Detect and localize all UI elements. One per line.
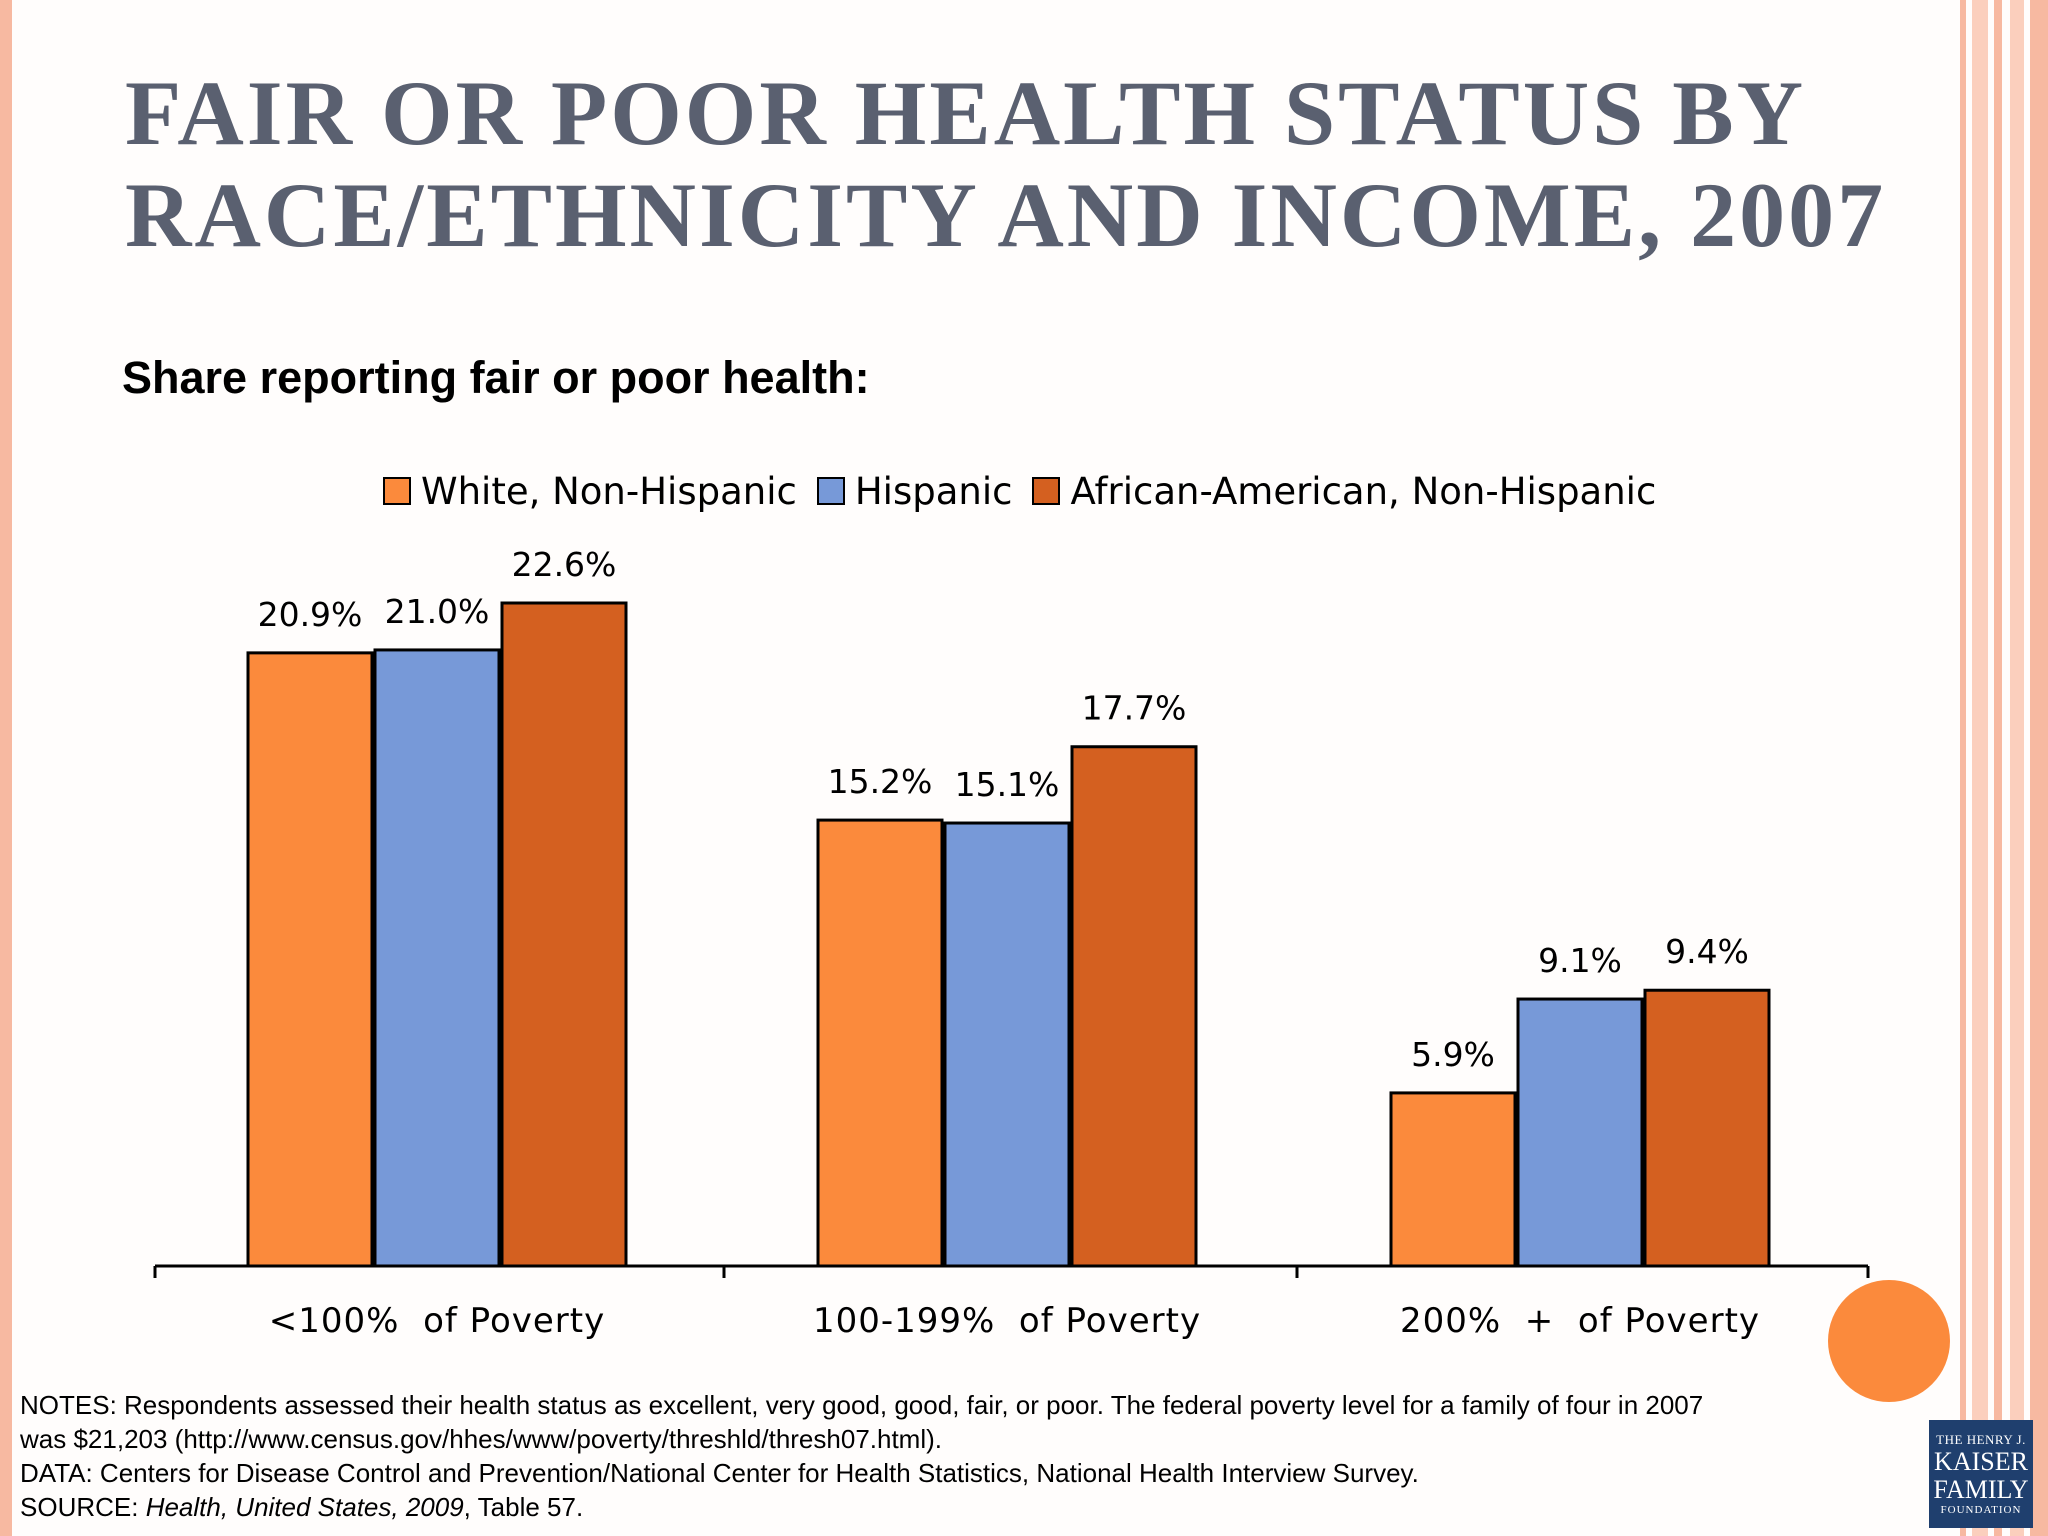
- legend-swatch-hispanic: [816, 477, 845, 505]
- legend-item-white: White, Non-Hispanic: [383, 470, 797, 513]
- source-line: SOURCE: Health, United States, 2009, Tab…: [20, 1490, 1900, 1524]
- decorative-orange-circle: [1828, 1280, 1950, 1402]
- legend-item-african-american: African-American, Non-Hispanic: [1032, 470, 1656, 513]
- value-label: 5.9%: [1411, 1035, 1495, 1074]
- legend-label-hispanic: Hispanic: [854, 469, 1013, 513]
- value-label: 15.2%: [828, 762, 933, 801]
- right-decorative-stripe: [1960, 0, 1966, 1536]
- source-suffix: , Table 57.: [463, 1492, 584, 1522]
- logo-line-3: FAMILY: [1933, 1475, 2029, 1504]
- logo-line-4: FOUNDATION: [1940, 1504, 2022, 1516]
- category-label: <100% of Poverty: [269, 1301, 605, 1341]
- value-label: 9.4%: [1665, 932, 1749, 971]
- legend-item-hispanic: Hispanic: [816, 469, 1013, 513]
- category-label: 200% + of Poverty: [1400, 1301, 1760, 1341]
- legend-label-african-american: African-American, Non-Hispanic: [1070, 469, 1657, 513]
- bar-white-2: [1389, 1091, 1517, 1268]
- chart-subtitle: Share reporting fair or poor health:: [122, 352, 870, 403]
- right-decorative-stripe: [1994, 0, 2002, 1536]
- slide-title-line-1: FAIR OR POOR HEALTH STATUS BY: [125, 62, 1807, 164]
- legend-label-white: White, Non-Hispanic: [421, 469, 797, 513]
- value-label: 20.9%: [258, 595, 363, 634]
- bar-white-0: [246, 651, 374, 1268]
- bar-white-1: [816, 818, 944, 1268]
- logo-line-1: THE HENRY J.: [1936, 1432, 2026, 1447]
- value-label: 15.1%: [955, 765, 1060, 804]
- legend-swatch-african-american: [1032, 477, 1061, 505]
- legend-swatch-white: [383, 477, 411, 505]
- kaiser-family-foundation-logo: THE HENRY J. KAISER FAMILY FOUNDATION: [1929, 1420, 2033, 1528]
- source-title: Health, United States, 2009: [145, 1492, 464, 1522]
- value-label: 17.7%: [1082, 689, 1187, 728]
- value-label: 22.6%: [512, 545, 617, 584]
- bar-african-american-0: [500, 601, 628, 1268]
- bar-african-american-1: [1070, 745, 1198, 1268]
- notes-line-1: NOTES: Respondents assessed their health…: [20, 1390, 1704, 1420]
- bar-hispanic-2: [1516, 997, 1644, 1268]
- right-decorative-stripe: [2030, 0, 2048, 1536]
- notes-line-2: was $21,203 (http://www.census.gov/hhes/…: [20, 1424, 942, 1454]
- data-source-line: DATA: Centers for Disease Control and Pr…: [20, 1458, 1419, 1488]
- bar-hispanic-0: [373, 648, 501, 1268]
- bar-african-american-2: [1643, 988, 1771, 1268]
- value-label: 9.1%: [1538, 941, 1622, 980]
- source-prefix: SOURCE:: [20, 1492, 146, 1522]
- right-decorative-stripe: [1972, 0, 1988, 1536]
- footnotes: NOTES: Respondents assessed their health…: [20, 1388, 1900, 1524]
- right-decorative-stripe: [2010, 0, 2024, 1536]
- chart-legend: White, Non-Hispanic Hispanic African-Ame…: [383, 466, 1676, 516]
- logo-line-2: KAISER: [1934, 1447, 2028, 1476]
- bar-hispanic-1: [943, 821, 1071, 1268]
- slide-title: FAIR OR POOR HEALTH STATUS BY RACE/ETHNI…: [125, 62, 1905, 266]
- left-decorative-stripe: [0, 0, 12, 1536]
- category-label: 100-199% of Poverty: [813, 1301, 1201, 1341]
- value-label: 21.0%: [385, 592, 490, 631]
- slide-title-line-2: RACE/ETHNICITY AND INCOME, 2007: [125, 164, 1887, 266]
